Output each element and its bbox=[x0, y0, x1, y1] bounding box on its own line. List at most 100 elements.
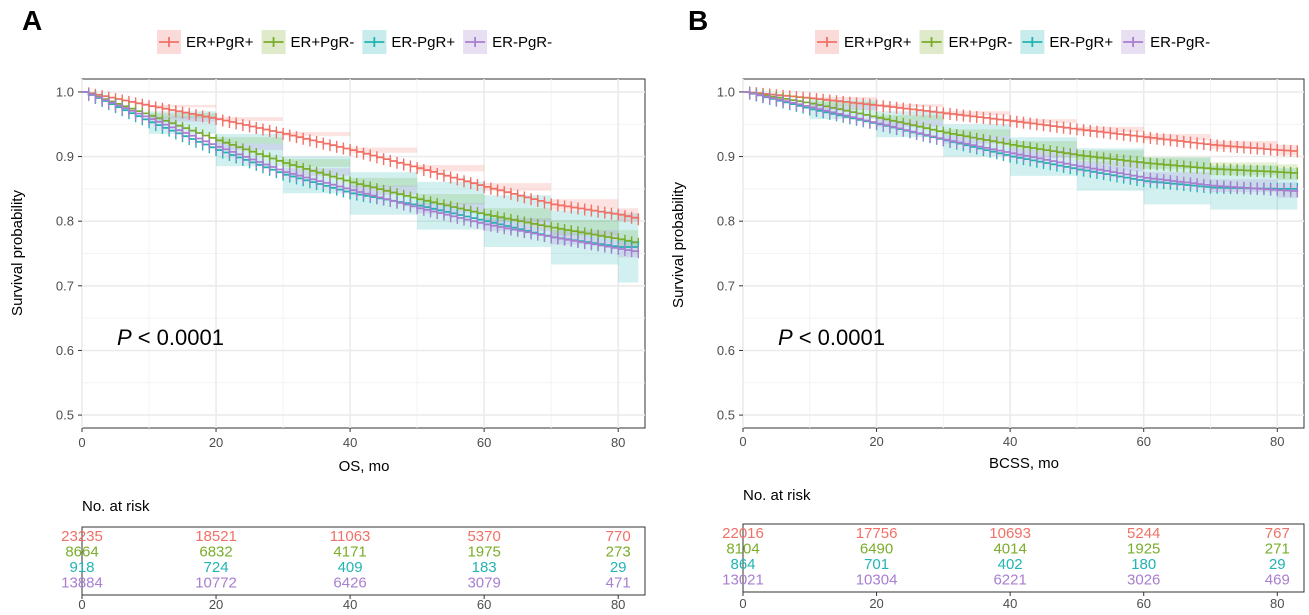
x-tick-label: 60 bbox=[1136, 434, 1150, 449]
y-axis-label-b: Survival probability bbox=[670, 182, 687, 308]
x-axis-label-b: BCSS, mo bbox=[989, 455, 1059, 472]
plot-content-a: 0 20 40 60 80 0.5 0.6 0.7 0.8 0.9 1.0 bbox=[56, 79, 645, 450]
ci-band-erpospgrneg bbox=[82, 91, 639, 254]
risk-count-ernegpgrneg: 13884 bbox=[61, 575, 103, 592]
y-tick-label: 0.8 bbox=[717, 214, 735, 229]
risk-count-erpospgrneg: 6832 bbox=[199, 544, 232, 561]
risk-count-erpospgrpos: 23235 bbox=[61, 528, 103, 545]
risk-x-tick-label: 20 bbox=[209, 597, 223, 612]
legend-label-ernegpgrpos: ER-PgR+ bbox=[391, 34, 455, 51]
risk-count-ernegpgrneg: 3079 bbox=[467, 575, 500, 592]
risk-count-ernegpgrpos: 864 bbox=[730, 556, 755, 573]
x-tick-label: 20 bbox=[869, 434, 883, 449]
risk-x-tick-label: 0 bbox=[739, 596, 746, 611]
risk-count-ernegpgrneg: 3026 bbox=[1127, 572, 1160, 589]
risk-x-tick-label: 0 bbox=[78, 597, 85, 612]
risk-table-b: 22016 17756 10693 5244 767 8104 6490 4014 1925 27… bbox=[722, 525, 1290, 611]
p-text-b: < 0.0001 bbox=[799, 325, 885, 350]
risk-count-ernegpgrneg: 6426 bbox=[333, 575, 366, 592]
panel-b: B ER+PgR+ ER+PgR- ER-PgR+ ER-PgR- 0 20 40 60 80… bbox=[670, 5, 1305, 611]
legend-item-ernegpgrpos: ER-PgR+ bbox=[362, 30, 455, 54]
x-tick-label: 40 bbox=[1003, 434, 1017, 449]
risk-count-ernegpgrpos: 183 bbox=[472, 559, 497, 576]
risk-x-tick-label: 20 bbox=[869, 596, 883, 611]
x-tick-label: 20 bbox=[209, 435, 223, 450]
p-text-a: < 0.0001 bbox=[138, 325, 224, 350]
risk-count-ernegpgrpos: 701 bbox=[864, 556, 889, 573]
x-axis-label-a: OS, mo bbox=[339, 458, 390, 475]
x-tick-label: 0 bbox=[78, 435, 85, 450]
risk-x-tick-label: 40 bbox=[343, 597, 357, 612]
x-tick-label: 0 bbox=[739, 434, 746, 449]
risk-count-erpospgrpos: 10693 bbox=[989, 525, 1031, 542]
y-tick-label: 0.7 bbox=[56, 278, 74, 293]
risk-table-box-b bbox=[742, 523, 1305, 593]
legend-label-ernegpgrneg: ER-PgR- bbox=[1150, 34, 1210, 51]
risk-count-erpospgrpos: 18521 bbox=[195, 528, 237, 545]
panel-a: A ER+PgR+ ER+PgR- ER-PgR+ ER-PgR- 0 20 40 60 80… bbox=[9, 5, 646, 612]
y-tick-label: 0.5 bbox=[717, 408, 735, 423]
risk-count-erpospgrpos: 770 bbox=[606, 528, 631, 545]
y-tick-label: 0.7 bbox=[717, 278, 735, 293]
y-tick-label: 0.6 bbox=[56, 343, 74, 358]
risk-count-erpospgrneg: 8664 bbox=[65, 544, 98, 561]
x-tick-label: 60 bbox=[477, 435, 491, 450]
legend-item-erpospgrneg: ER+PgR- bbox=[261, 30, 355, 54]
legend-item-erpospgrneg: ER+PgR- bbox=[919, 30, 1013, 54]
risk-count-ernegpgrpos: 724 bbox=[204, 559, 229, 576]
legend-label-ernegpgrpos: ER-PgR+ bbox=[1049, 34, 1113, 51]
legend-b: ER+PgR+ ER+PgR- ER-PgR+ ER-PgR- bbox=[815, 30, 1210, 54]
panel-label-b: B bbox=[688, 5, 708, 36]
risk-table-title-a: No. at risk bbox=[82, 498, 150, 515]
risk-count-ernegpgrpos: 409 bbox=[338, 559, 363, 576]
risk-x-tick-label: 40 bbox=[1003, 596, 1017, 611]
risk-count-erpospgrpos: 5370 bbox=[467, 528, 500, 545]
ci-band-ernegpgrneg bbox=[82, 91, 639, 262]
risk-x-tick-label: 60 bbox=[1136, 596, 1150, 611]
risk-count-ernegpgrneg: 10772 bbox=[195, 575, 237, 592]
y-tick-label: 0.9 bbox=[717, 149, 735, 164]
panel-label-a: A bbox=[22, 5, 42, 36]
risk-table-title-b: No. at risk bbox=[743, 487, 811, 504]
x-tick-label: 80 bbox=[611, 435, 625, 450]
risk-count-ernegpgrpos: 918 bbox=[69, 559, 94, 576]
legend-label-erpospgrneg: ER+PgR- bbox=[291, 34, 355, 51]
legend-a: ER+PgR+ ER+PgR- ER-PgR+ ER-PgR- bbox=[157, 30, 552, 54]
y-tick-label: 0.9 bbox=[56, 149, 74, 164]
legend-item-ernegpgrneg: ER-PgR- bbox=[463, 30, 552, 54]
legend-item-erpospgrpos: ER+PgR+ bbox=[157, 30, 254, 54]
risk-count-ernegpgrneg: 10304 bbox=[856, 572, 898, 589]
legend-label-ernegpgrneg: ER-PgR- bbox=[492, 34, 552, 51]
y-tick-label: 1.0 bbox=[56, 84, 74, 99]
risk-count-ernegpgrneg: 471 bbox=[606, 575, 631, 592]
plot-content-b: 0 20 40 60 80 0.5 0.6 0.7 0.8 0.9 1.0 bbox=[717, 79, 1304, 449]
x-tick-label: 80 bbox=[1270, 434, 1284, 449]
legend-item-ernegpgrpos: ER-PgR+ bbox=[1020, 30, 1113, 54]
y-tick-label: 0.6 bbox=[717, 343, 735, 358]
svg-text:P< 0.0001: P < 0.0001 bbox=[778, 325, 885, 350]
ci-band-erpospgrneg bbox=[743, 91, 1298, 182]
risk-count-erpospgrpos: 5244 bbox=[1127, 525, 1160, 542]
y-tick-label: 1.0 bbox=[717, 84, 735, 99]
risk-count-ernegpgrneg: 469 bbox=[1265, 572, 1290, 589]
risk-count-erpospgrneg: 271 bbox=[1265, 541, 1290, 558]
risk-x-tick-label: 80 bbox=[1270, 596, 1284, 611]
risk-count-ernegpgrpos: 29 bbox=[1269, 556, 1286, 573]
risk-count-ernegpgrneg: 6221 bbox=[993, 572, 1026, 589]
risk-count-erpospgrpos: 17756 bbox=[856, 525, 898, 542]
svg-text:P< 0.0001: P < 0.0001 bbox=[117, 325, 224, 350]
risk-count-ernegpgrneg: 13021 bbox=[722, 572, 764, 589]
risk-count-erpospgrneg: 4014 bbox=[993, 541, 1026, 558]
risk-count-erpospgrneg: 1975 bbox=[467, 544, 500, 561]
legend-label-erpospgrneg: ER+PgR- bbox=[949, 34, 1013, 51]
risk-count-erpospgrpos: 11063 bbox=[330, 528, 371, 545]
y-tick-label: 0.8 bbox=[56, 214, 74, 229]
risk-count-erpospgrneg: 273 bbox=[606, 544, 631, 561]
risk-table-box-a bbox=[81, 526, 646, 596]
legend-item-ernegpgrneg: ER-PgR- bbox=[1121, 30, 1210, 54]
y-tick-label: 0.5 bbox=[56, 408, 74, 423]
y-axis-label-a: Survival probability bbox=[9, 190, 26, 316]
risk-count-erpospgrneg: 1925 bbox=[1127, 541, 1160, 558]
risk-count-ernegpgrpos: 402 bbox=[998, 556, 1023, 573]
risk-x-tick-label: 60 bbox=[477, 597, 491, 612]
